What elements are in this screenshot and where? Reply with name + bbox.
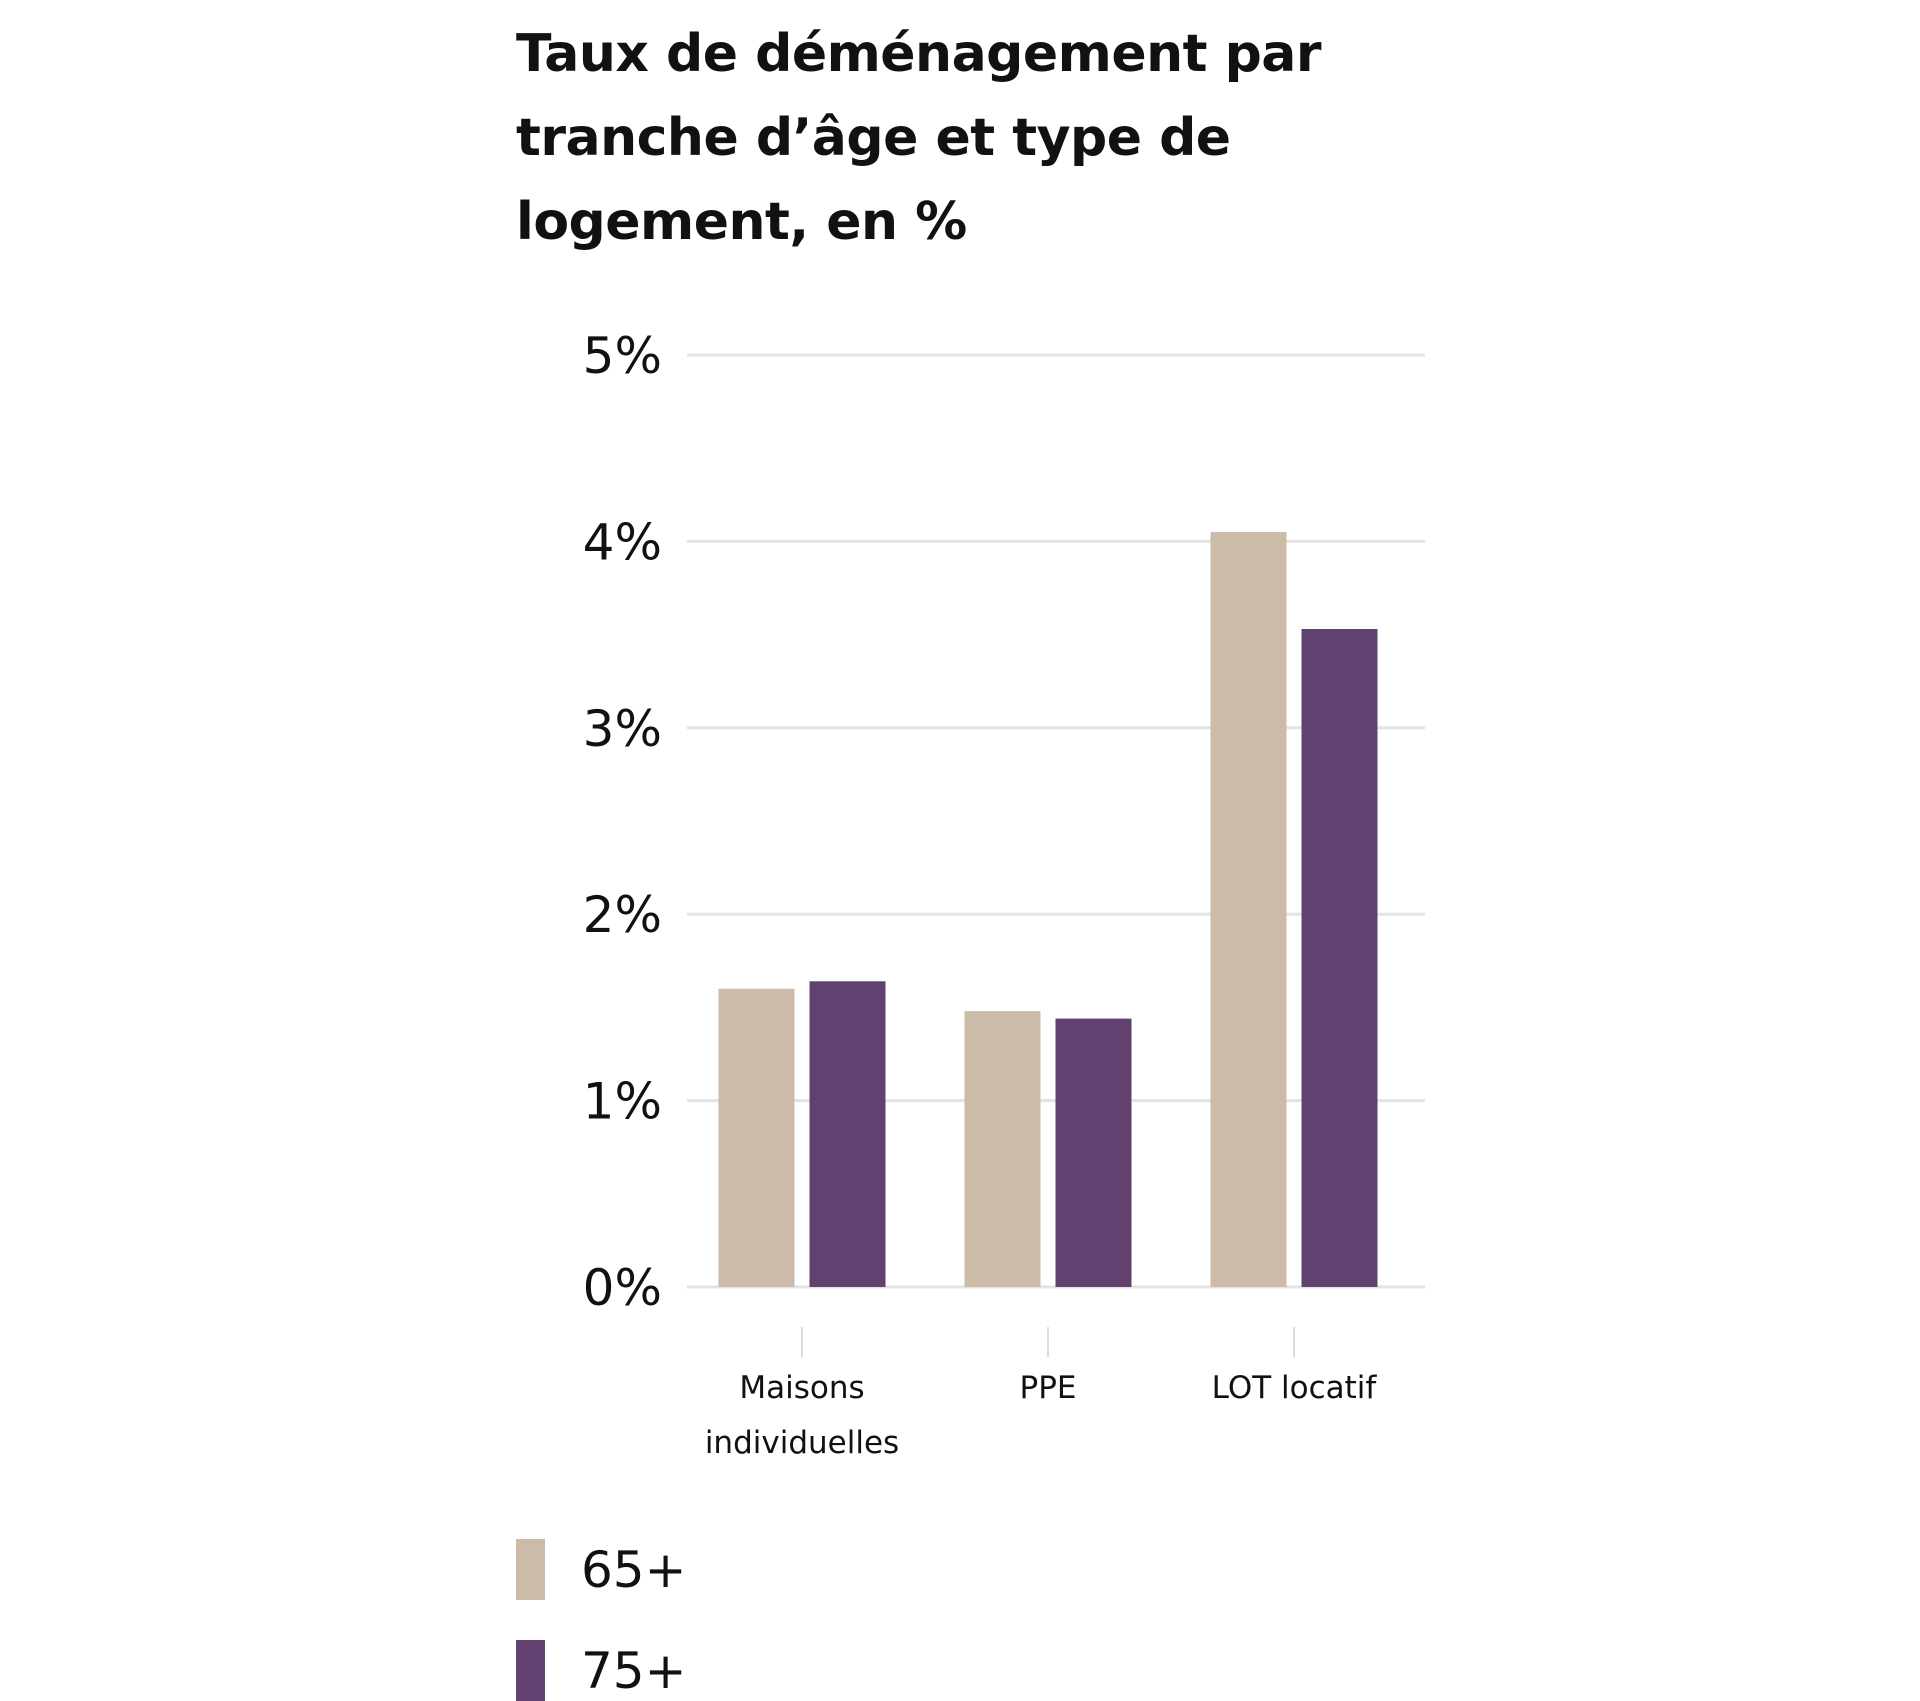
bar-65plus-1	[964, 1011, 1041, 1287]
x-category-label: LOT locatif	[1212, 1370, 1378, 1406]
y-tick-label: 4%	[583, 513, 662, 571]
legend-swatch-75	[516, 1640, 545, 1701]
y-tick-label: 2%	[583, 886, 662, 944]
x-category-label: individuelles	[705, 1425, 899, 1461]
y-tick-label: 3%	[583, 700, 662, 758]
legend-label-75: 75+	[581, 1641, 687, 1700]
y-tick-label: 1%	[583, 1073, 662, 1131]
legend-item-65: 65+	[516, 1539, 687, 1600]
y-tick-label: 0%	[583, 1259, 662, 1317]
legend-label-65: 65+	[581, 1540, 687, 1599]
bar-65plus-0	[718, 988, 795, 1287]
x-category-label: Maisons	[739, 1370, 864, 1406]
bar-75plus-2	[1301, 629, 1378, 1287]
bar-75plus-0	[809, 981, 886, 1287]
x-category-label: PPE	[1020, 1370, 1077, 1406]
bar-65plus-2	[1210, 532, 1287, 1287]
chart-title: Taux de déménagement par tranche d’âge e…	[516, 24, 1322, 252]
bar-75plus-1	[1055, 1018, 1132, 1287]
legend-swatch-65	[516, 1539, 545, 1600]
y-tick-label: 5%	[583, 327, 662, 385]
legend-item-75: 75+	[516, 1640, 687, 1701]
